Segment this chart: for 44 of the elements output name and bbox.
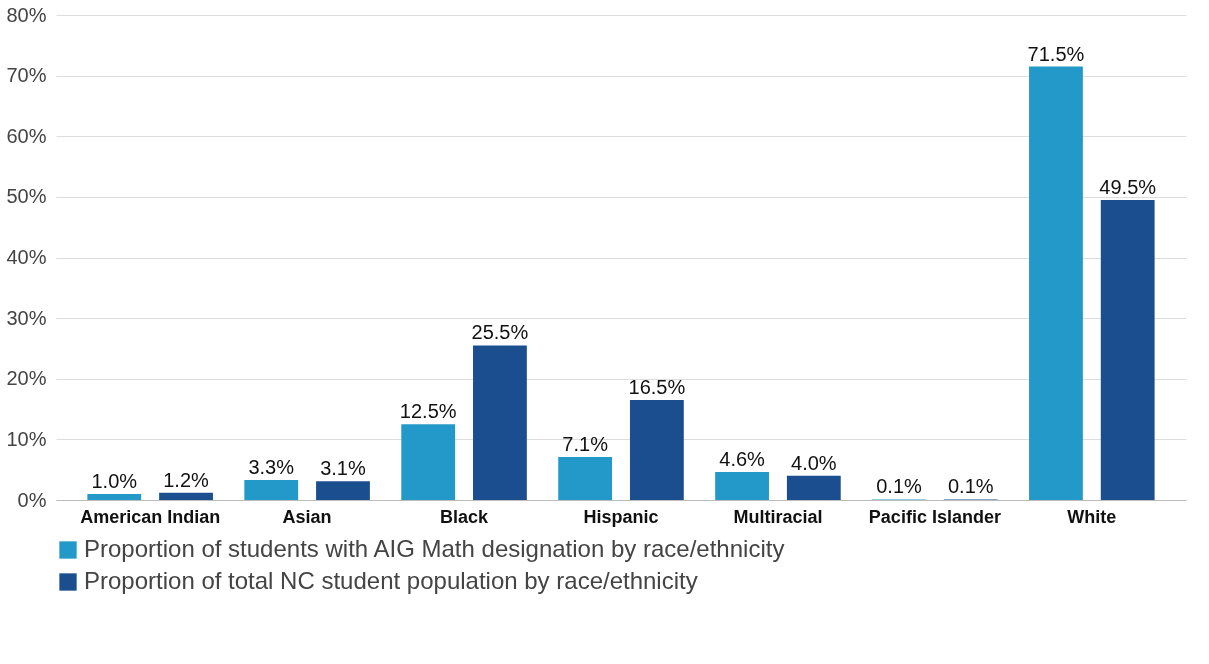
x-tick-label: White (1067, 506, 1117, 527)
x-tick-label: American Indian (80, 506, 221, 527)
bar (473, 345, 527, 500)
bar (316, 481, 370, 500)
y-tick-label: 50% (6, 185, 47, 208)
y-tick-label: 0% (17, 488, 47, 511)
data-label: 16.5% (628, 375, 686, 398)
bar (1029, 66, 1083, 500)
x-tick-label: Hispanic (583, 506, 659, 527)
bar (1100, 199, 1155, 500)
y-tick-label: 20% (6, 367, 47, 390)
data-label: 1.0% (91, 469, 138, 492)
data-label: 7.1% (562, 432, 609, 455)
x-tick-label: Asian (282, 506, 332, 527)
y-tick-label: 80% (6, 3, 47, 26)
y-tick-label: 10% (6, 427, 47, 450)
bar (715, 472, 769, 500)
data-label: 12.5% (399, 400, 457, 423)
bar (244, 479, 299, 500)
bar (558, 456, 613, 500)
data-label: 3.1% (320, 457, 366, 480)
data-label: 0.1% (876, 475, 923, 498)
data-label: 0.1% (947, 475, 994, 498)
data-label: 4.6% (719, 448, 766, 471)
x-tick-label: Multiracial (733, 506, 823, 527)
x-tick-label: Pacific Islander (868, 506, 1001, 527)
bar (629, 399, 684, 500)
data-label: 3.3% (248, 455, 295, 478)
bar (87, 493, 142, 500)
data-label: 71.5% (1027, 42, 1085, 65)
data-label: 49.5% (1099, 175, 1157, 198)
y-tick-label: 40% (6, 246, 47, 268)
bar (401, 424, 456, 500)
data-label: 4.0% (791, 451, 837, 474)
bar (159, 492, 213, 500)
y-tick-label: 70% (6, 64, 47, 87)
y-tick-label: 60% (6, 124, 47, 147)
data-label: 25.5% (471, 321, 529, 344)
y-tick-label: 30% (6, 306, 47, 329)
x-tick-label: Black (440, 506, 490, 527)
legend-label: Proportion of total NC student population by race/ethnicity (84, 567, 698, 594)
data-label: 1.2% (163, 468, 210, 491)
bar (786, 475, 841, 500)
legend-label: Proportion of students with AIG Math designation by race/ethnicity (84, 535, 785, 562)
